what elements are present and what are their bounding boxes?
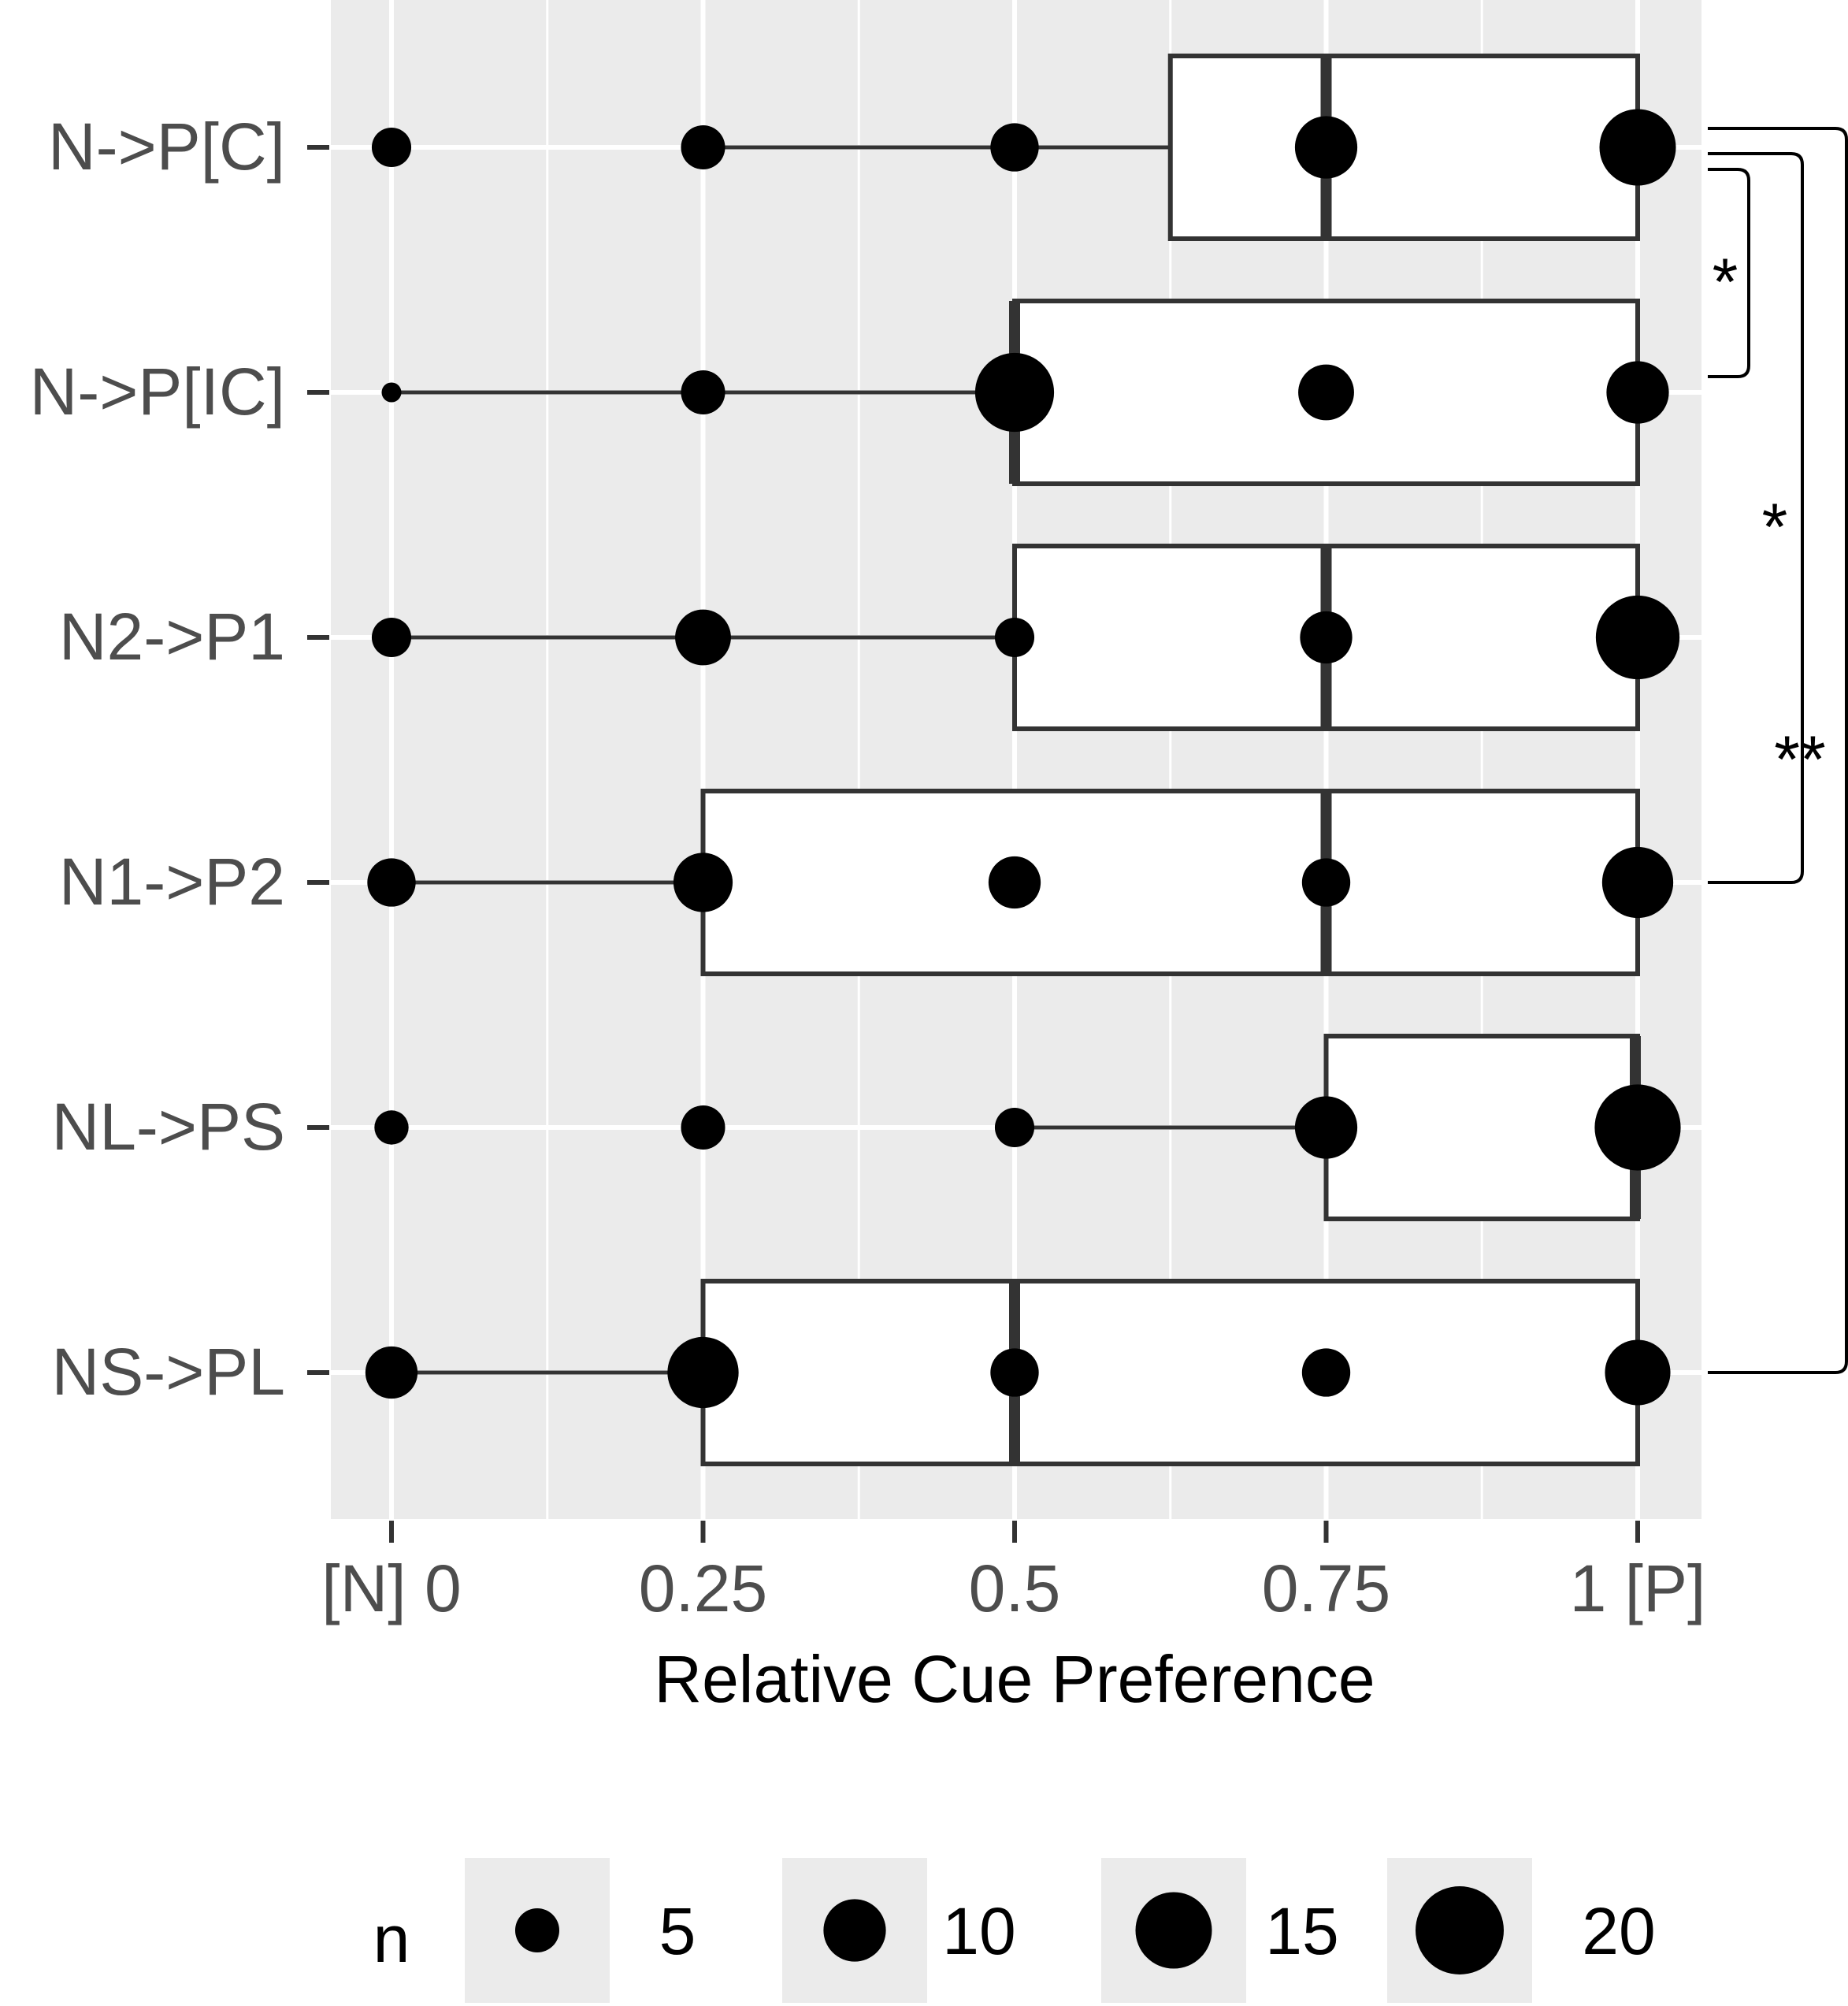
data-point: [675, 609, 731, 666]
legend-key-point: [823, 1899, 886, 1962]
data-point: [681, 124, 725, 170]
data-point: [1301, 1348, 1351, 1397]
data-point: [990, 1348, 1039, 1397]
significance-label: *: [1762, 490, 1788, 564]
data-point: [371, 127, 412, 168]
data-point: [1605, 1339, 1671, 1406]
legend-title: n: [373, 1902, 410, 1976]
x-tick-label: 1 [P]: [1570, 1551, 1706, 1625]
box-iqr: [700, 789, 1640, 976]
significance-brackets: ****: [1708, 127, 1848, 1374]
box-iqr: [1323, 1034, 1640, 1221]
significance-label: **: [1774, 723, 1825, 797]
data-point: [990, 123, 1039, 172]
y-axis: N->P[C] N->P[IC] N2->P1 N1->P2 NL->PS NS->PL: [30, 110, 329, 1409]
y-tick-label: N->P[IC]: [30, 355, 285, 429]
data-point: [681, 370, 725, 415]
legend-label: 5: [659, 1894, 696, 1968]
data-point: [673, 853, 733, 912]
data-point: [367, 858, 416, 907]
x-tick-label: 0.25: [639, 1551, 768, 1625]
significance-bracket: [1708, 127, 1848, 1374]
data-point: [994, 1107, 1035, 1148]
y-tick-label: N1->P2: [59, 845, 285, 919]
point-layer: [365, 109, 1681, 1409]
x-tick-label: 0.5: [969, 1551, 1061, 1625]
data-point: [1601, 846, 1674, 919]
data-point: [1606, 361, 1669, 424]
data-point: [994, 617, 1035, 658]
data-point: [1599, 109, 1676, 186]
data-point: [1300, 611, 1353, 664]
legend-key-point: [1135, 1892, 1212, 1969]
data-point: [374, 1110, 409, 1145]
data-point: [988, 856, 1041, 909]
x-tick-label: [N] 0: [321, 1551, 461, 1625]
box-layer: [391, 54, 1641, 1466]
significance-bracket: [1708, 168, 1750, 378]
data-point: [1595, 595, 1680, 680]
data-point: [1298, 364, 1354, 421]
data-point: [667, 1336, 739, 1409]
significance-bracket: [1708, 152, 1804, 884]
y-tick-label: N2->P1: [59, 600, 285, 674]
data-point: [1301, 858, 1351, 907]
box-iqr: [1167, 54, 1640, 241]
legend-key-point: [514, 1908, 560, 1953]
x-tick-label: 0.75: [1262, 1551, 1391, 1625]
y-tick-label: NL->PS: [52, 1090, 285, 1164]
data-point: [381, 382, 402, 403]
x-axis-title: Relative Cue Preference: [654, 1642, 1375, 1716]
box-iqr: [700, 1279, 1640, 1466]
data-point: [365, 1346, 418, 1399]
legend-key-point: [1415, 1885, 1505, 1975]
legend-label: 10: [942, 1894, 1015, 1968]
legend-label: 15: [1265, 1894, 1338, 1968]
x-axis: [N] 0 0.25 0.5 0.75 1 [P]: [321, 1521, 1705, 1625]
size-legend: n 5 10 15 20: [373, 1858, 1656, 2003]
data-point: [1294, 1096, 1358, 1159]
legend-label: 20: [1582, 1894, 1655, 1968]
significance-label: *: [1713, 245, 1739, 319]
y-tick-label: N->P[C]: [48, 110, 285, 184]
data-point: [681, 1105, 725, 1150]
data-point: [974, 352, 1055, 433]
data-point: [1594, 1084, 1681, 1171]
y-tick-label: NS->PL: [52, 1335, 285, 1409]
data-point: [1294, 116, 1358, 179]
data-point: [371, 617, 412, 658]
